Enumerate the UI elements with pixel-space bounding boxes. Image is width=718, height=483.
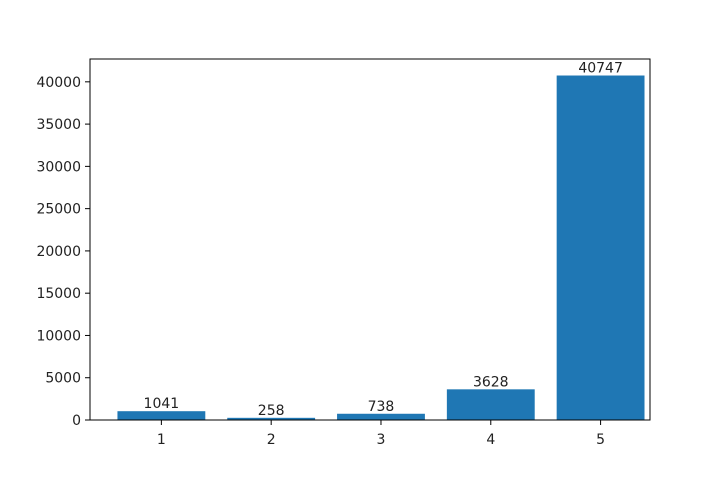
x-tick-label: 3 (377, 432, 386, 448)
y-tick-label: 0 (72, 413, 81, 429)
x-tick-label: 4 (486, 432, 495, 448)
y-tick-label: 35000 (36, 117, 81, 133)
data-label: 3628 (473, 374, 509, 390)
x-tick-label: 2 (267, 432, 276, 448)
data-label: 738 (368, 399, 395, 415)
y-tick-label: 10000 (36, 328, 81, 344)
y-tick-label: 15000 (36, 286, 81, 302)
plot-frame (89, 58, 651, 421)
bar (446, 389, 535, 420)
data-label: 40747 (578, 61, 623, 77)
data-labels: 1041 258 738 3628 40747 (144, 61, 623, 419)
x-tick-label: 1 (157, 432, 166, 448)
x-tick-label: 5 (596, 432, 605, 448)
bar (117, 411, 206, 420)
data-label: 1041 (144, 396, 180, 412)
y-axis: 0 5000 10000 15000 20000 25000 30000 35000 40000 (36, 75, 90, 429)
x-axis: 1 2 3 4 5 (157, 420, 605, 448)
bar (227, 417, 316, 420)
y-tick-label: 25000 (36, 202, 81, 218)
y-tick-label: 20000 (36, 244, 81, 260)
data-label: 258 (258, 403, 285, 419)
bar-series (117, 75, 645, 420)
y-tick-label: 30000 (36, 159, 81, 175)
y-tick-label: 40000 (36, 75, 81, 91)
y-tick-label: 5000 (45, 371, 81, 387)
bar (556, 75, 645, 420)
bar (337, 413, 425, 420)
